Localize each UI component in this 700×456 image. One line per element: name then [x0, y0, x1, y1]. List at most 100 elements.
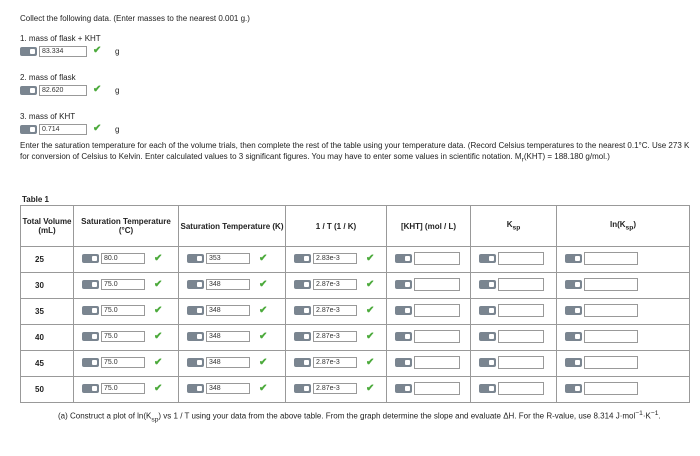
input[interactable]: 75.0: [101, 331, 145, 342]
input[interactable]: 0.714: [39, 124, 87, 135]
cell: 75.0 ✔: [73, 324, 179, 351]
input[interactable]: 75.0: [101, 383, 145, 394]
icon[interactable]: [565, 332, 582, 341]
input[interactable]: 348: [206, 357, 250, 368]
input[interactable]: 348: [206, 331, 250, 342]
input[interactable]: [414, 330, 460, 343]
input[interactable]: [414, 252, 460, 265]
instructions: Enter the saturation temperature for eac…: [20, 140, 692, 166]
cell: 348 ✔: [178, 272, 286, 299]
input[interactable]: 2.87e-3: [313, 357, 357, 368]
cell: 2.87e-3 ✔: [285, 298, 387, 325]
input[interactable]: 75.0: [101, 279, 145, 290]
icon[interactable]: [294, 280, 311, 289]
icon[interactable]: [187, 384, 204, 393]
icon[interactable]: [294, 358, 311, 367]
icon[interactable]: [395, 384, 412, 393]
cell: [556, 376, 690, 403]
icon[interactable]: [479, 280, 496, 289]
icon[interactable]: [294, 254, 311, 263]
header-text: Saturation Temperature (°C): [81, 217, 171, 235]
cell: [556, 298, 690, 325]
icon[interactable]: [82, 384, 99, 393]
input[interactable]: 83.334: [39, 46, 87, 57]
input[interactable]: 348: [206, 279, 250, 290]
icon[interactable]: [82, 306, 99, 315]
input[interactable]: [414, 356, 460, 369]
icon[interactable]: [565, 358, 582, 367]
icon[interactable]: [395, 254, 412, 263]
input[interactable]: [498, 330, 544, 343]
icon[interactable]: [294, 384, 311, 393]
icon[interactable]: [187, 254, 204, 263]
icon[interactable]: [187, 280, 204, 289]
input[interactable]: 82.620: [39, 85, 87, 96]
icon[interactable]: [82, 254, 99, 263]
input[interactable]: 75.0: [101, 357, 145, 368]
icon[interactable]: [395, 306, 412, 315]
cell: 353 ✔: [178, 246, 286, 273]
input[interactable]: [498, 252, 544, 265]
icon[interactable]: [294, 332, 311, 341]
icon[interactable]: [479, 332, 496, 341]
input[interactable]: [584, 382, 638, 395]
input[interactable]: 2.87e-3: [313, 305, 357, 316]
item-label: 1. mass of flask + KHT: [20, 34, 101, 43]
icon[interactable]: [20, 125, 37, 134]
input[interactable]: 2.83e-3: [313, 253, 357, 264]
input[interactable]: 348: [206, 383, 250, 394]
input[interactable]: 2.87e-3: [313, 331, 357, 342]
icon[interactable]: [479, 358, 496, 367]
icon[interactable]: [395, 280, 412, 289]
cell: 30: [20, 272, 74, 299]
input[interactable]: [584, 356, 638, 369]
header-text: 1 / T (1 / K): [315, 221, 357, 231]
header: Collect the following data. (Enter masse…: [20, 14, 250, 23]
icon[interactable]: [294, 306, 311, 315]
cell: [470, 376, 557, 403]
volume: 30: [35, 281, 44, 290]
icon[interactable]: [395, 332, 412, 341]
input[interactable]: [584, 304, 638, 317]
icon[interactable]: [82, 332, 99, 341]
input[interactable]: 2.87e-3: [313, 383, 357, 394]
icon[interactable]: [565, 306, 582, 315]
input[interactable]: [414, 278, 460, 291]
icon[interactable]: [479, 384, 496, 393]
input[interactable]: 353: [206, 253, 250, 264]
icon[interactable]: [82, 358, 99, 367]
header-tail: ): [633, 220, 636, 230]
input[interactable]: [584, 278, 638, 291]
icon[interactable]: [82, 280, 99, 289]
input[interactable]: [498, 278, 544, 291]
input[interactable]: [498, 304, 544, 317]
icon[interactable]: [479, 254, 496, 263]
input[interactable]: 80.0: [101, 253, 145, 264]
input[interactable]: [414, 304, 460, 317]
icon[interactable]: [20, 86, 37, 95]
header-text: [KHT] (mol / L): [400, 221, 457, 231]
input[interactable]: [498, 382, 544, 395]
cell: [386, 376, 471, 403]
icon[interactable]: [479, 306, 496, 315]
icon[interactable]: [565, 384, 582, 393]
header-text: Saturation Temperature (K): [180, 221, 284, 231]
input[interactable]: [584, 330, 638, 343]
input[interactable]: [584, 252, 638, 265]
icon[interactable]: [20, 47, 37, 56]
instructions-sub: r: [521, 156, 524, 164]
icon[interactable]: [187, 306, 204, 315]
input[interactable]: 2.87e-3: [313, 279, 357, 290]
input[interactable]: 75.0: [101, 305, 145, 316]
cell: [556, 324, 690, 351]
cell: 45: [20, 350, 74, 377]
input[interactable]: 348: [206, 305, 250, 316]
icon[interactable]: [187, 332, 204, 341]
input[interactable]: [414, 382, 460, 395]
icon[interactable]: [187, 358, 204, 367]
check: ✔: [93, 84, 102, 95]
icon[interactable]: [565, 254, 582, 263]
icon[interactable]: [395, 358, 412, 367]
icon[interactable]: [565, 280, 582, 289]
input[interactable]: [498, 356, 544, 369]
